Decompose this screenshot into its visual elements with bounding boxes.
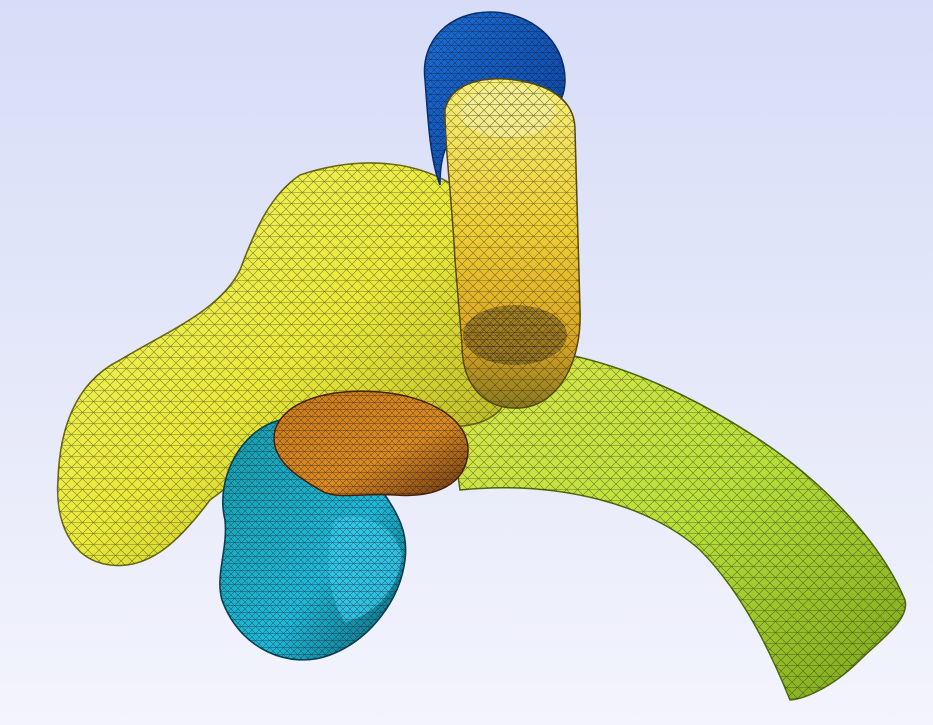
mesh-part-upper-tube <box>444 78 581 409</box>
mesh-part-lower-loop-cap <box>273 390 469 497</box>
mesh-part-right-tail <box>449 349 907 701</box>
